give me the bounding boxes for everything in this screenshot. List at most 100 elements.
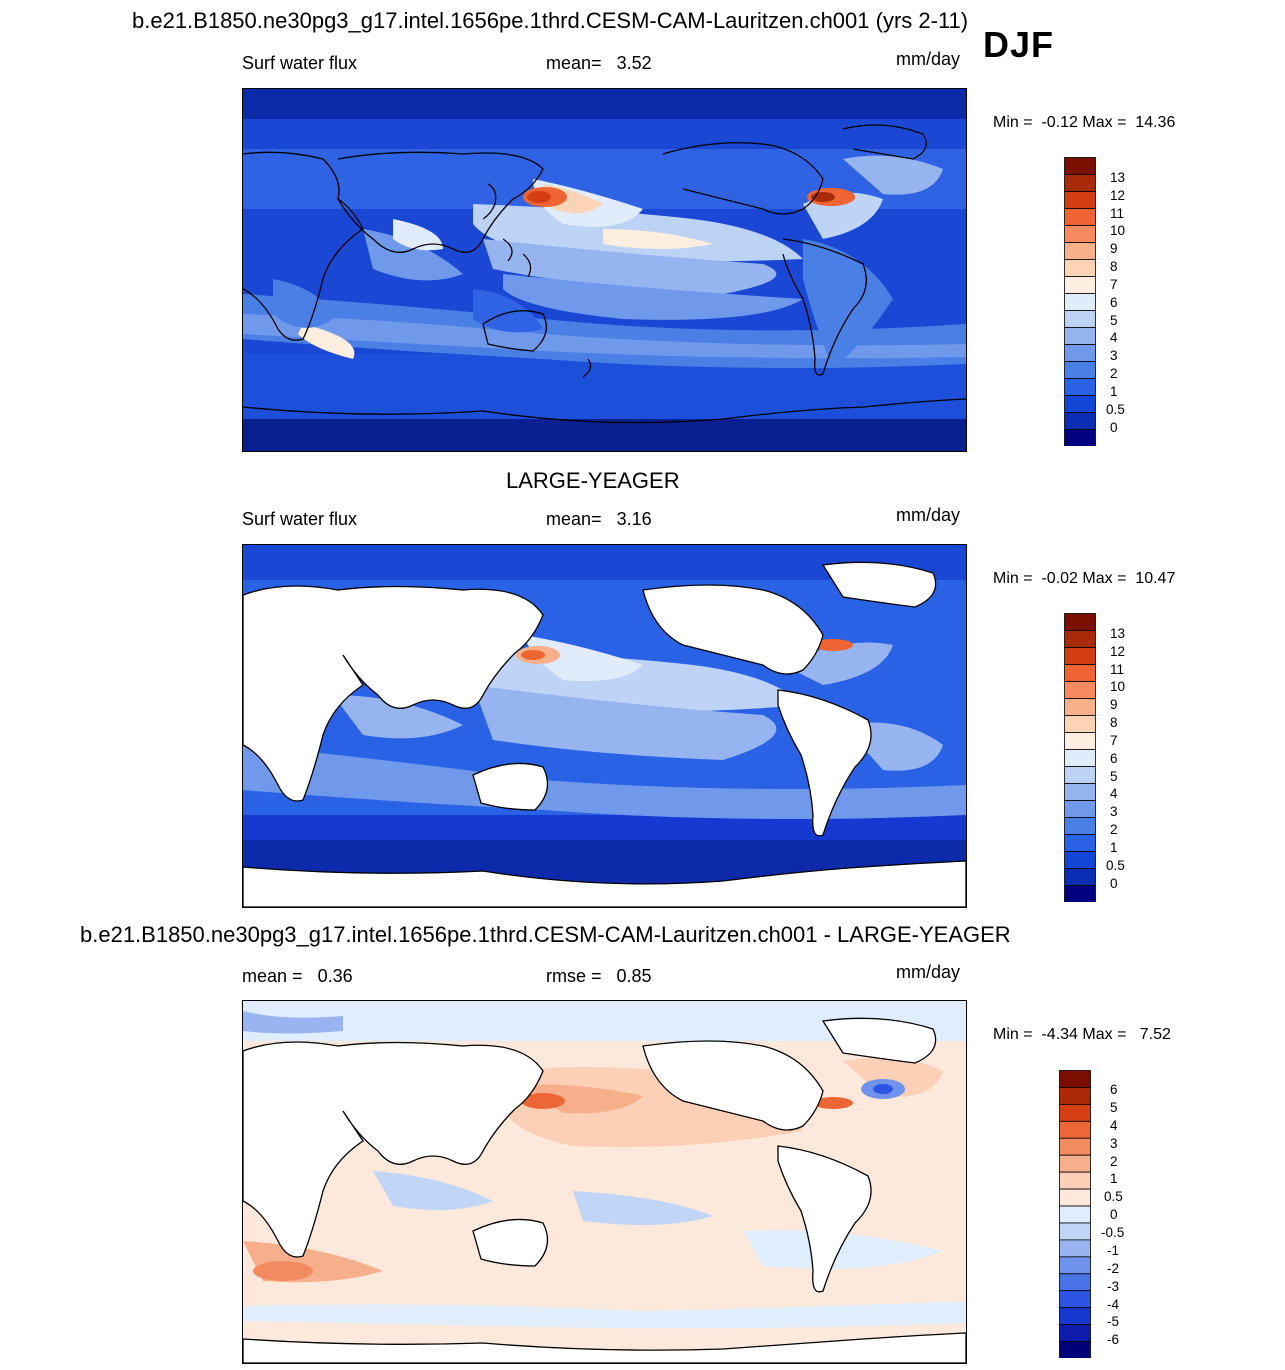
panel3-colorbar-tick: -6: [1107, 1332, 1120, 1347]
colorbar-swatch: [1059, 1290, 1091, 1309]
panel2-colorbar-tick: 0: [1110, 876, 1118, 891]
panel2-colorbar-tick: 4: [1110, 786, 1118, 801]
panel1-map: [242, 88, 967, 452]
colorbar-swatch: [1064, 378, 1096, 396]
panel1-colorbar-tick: 1: [1110, 384, 1118, 399]
panel2-units: mm/day: [896, 505, 961, 525]
panel2-map: [242, 544, 967, 908]
panel2-minmax: Min = -0.02 Max = 10.47: [993, 570, 1176, 587]
colorbar-swatch: [1064, 715, 1096, 733]
colorbar-swatch: [1064, 783, 1096, 801]
panel2-colorbar-tick: 13: [1110, 626, 1126, 641]
panel3-colorbar-tick: -1: [1107, 1243, 1120, 1258]
colorbar-swatch: [1064, 647, 1096, 665]
panel2-mean-value: 3.16: [616, 509, 652, 529]
panel3-land: [243, 1017, 966, 1363]
colorbar-swatch: [1059, 1120, 1091, 1139]
panel1-colorbar-tick: 12: [1110, 188, 1126, 203]
colorbar-swatch: [1064, 885, 1096, 903]
colorbar-swatch: [1064, 208, 1096, 226]
panel2-colorbar-tick: 2: [1110, 822, 1118, 837]
colorbar-swatch: [1059, 1154, 1091, 1173]
panel2-colorbar-tick: 8: [1110, 715, 1118, 730]
panel2-colorbar-tick: 10: [1110, 679, 1126, 694]
panel3-title: b.e21.B1850.ne30pg3_g17.intel.1656pe.1th…: [80, 922, 1011, 947]
colorbar-swatch: [1064, 191, 1096, 209]
panel3-colorbar-tick: -3: [1107, 1279, 1120, 1294]
colorbar-swatch: [1064, 327, 1096, 345]
panel2-title: LARGE-YEAGER: [506, 468, 680, 493]
colorbar-swatch: [1064, 242, 1096, 260]
colorbar-swatch: [1064, 344, 1096, 362]
colorbar-swatch: [1059, 1205, 1091, 1224]
panel2-colorbar-tick: 5: [1110, 769, 1118, 784]
colorbar-swatch: [1059, 1103, 1091, 1122]
colorbar-swatch: [1064, 732, 1096, 750]
panel3-colorbar-tick: 1: [1110, 1171, 1118, 1186]
colorbar-swatch: [1064, 613, 1096, 631]
panel2-colorbar-tick: 7: [1110, 733, 1118, 748]
panel3-colorbar-tick: 5: [1110, 1100, 1118, 1115]
panel2-max-value: 10.47: [1135, 570, 1176, 587]
colorbar-swatch: [1064, 412, 1096, 430]
panel1-colorbar-tick: 0: [1110, 420, 1118, 435]
colorbar-swatch: [1064, 630, 1096, 648]
panel1-colorbar-tick: 0.5: [1106, 402, 1125, 417]
colorbar-swatch: [1064, 395, 1096, 413]
colorbar-swatch: [1064, 157, 1096, 175]
panel1-colorbar-tick: 7: [1110, 277, 1118, 292]
panel1-colorbar-tick: 4: [1110, 330, 1118, 345]
colorbar-swatch: [1064, 817, 1096, 835]
panel2-variable-label: Surf water flux: [242, 509, 358, 529]
panel3-colorbar-tick: 0: [1110, 1207, 1118, 1222]
panel1-colorbar-tick: 8: [1110, 259, 1118, 274]
colorbar-swatch: [1059, 1222, 1091, 1241]
panel3-colorbar-tick: 4: [1110, 1118, 1118, 1133]
colorbar-swatch: [1064, 259, 1096, 277]
panel1-colorbar-tick: 3: [1110, 348, 1118, 363]
colorbar-swatch: [1064, 293, 1096, 311]
panel3-rmse-value: 0.85: [616, 966, 652, 986]
colorbar-swatch: [1059, 1256, 1091, 1275]
panel1-minmax: Min = -0.12 Max = 14.36: [993, 114, 1176, 131]
colorbar-swatch: [1064, 800, 1096, 818]
panel3-colorbar-tick: -2: [1107, 1261, 1120, 1276]
colorbar-swatch: [1064, 361, 1096, 379]
panel1-colorbar-tick: 2: [1110, 366, 1118, 381]
colorbar-swatch: [1064, 868, 1096, 886]
figure-title: b.e21.B1850.ne30pg3_g17.intel.1656pe.1th…: [132, 8, 969, 33]
panel3-colorbar-tick: -5: [1107, 1314, 1120, 1329]
colorbar-swatch: [1059, 1070, 1091, 1088]
panel3-rmse-label: rmse = 0.85: [546, 966, 652, 986]
panel2-colorbar-tick: 9: [1110, 697, 1118, 712]
panel3-max-value: 7.52: [1139, 1026, 1171, 1043]
colorbar-swatch: [1064, 834, 1096, 852]
colorbar-swatch: [1064, 429, 1096, 447]
panel3-minmax: Min = -4.34 Max = 7.52: [993, 1026, 1171, 1043]
panel3-colorbar-tick: 0.5: [1104, 1189, 1123, 1204]
panel1-colorbar-tick: 6: [1110, 295, 1118, 310]
panel2-mean-label: mean= 3.16: [546, 509, 652, 529]
panel3-min-value: -4.34: [1041, 1026, 1078, 1043]
colorbar-swatch: [1064, 310, 1096, 328]
panel1-field: [243, 89, 966, 451]
colorbar-swatch: [1064, 766, 1096, 784]
colorbar-swatch: [1059, 1171, 1091, 1190]
panel3-map: [242, 1000, 967, 1364]
panel3-mean-value: 0.36: [317, 966, 353, 986]
panel1-coastlines: [243, 124, 966, 424]
colorbar-swatch: [1064, 681, 1096, 699]
colorbar-swatch: [1064, 174, 1096, 192]
panel2-colorbar-tick: 6: [1110, 751, 1118, 766]
colorbar-swatch: [1064, 698, 1096, 716]
colorbar-swatch: [1064, 749, 1096, 767]
panel1-min-value: -0.12: [1041, 114, 1078, 131]
colorbar-swatch: [1059, 1341, 1091, 1359]
panel1-colorbar-tick: 10: [1110, 223, 1126, 238]
panel2-colorbar-tick: 3: [1110, 804, 1118, 819]
panel2-colorbar-tick: 12: [1110, 644, 1126, 659]
panel2-colorbar-tick: 11: [1110, 662, 1125, 677]
panel2-land: [243, 561, 966, 907]
colorbar-swatch: [1059, 1307, 1091, 1326]
colorbar-swatch: [1059, 1239, 1091, 1258]
